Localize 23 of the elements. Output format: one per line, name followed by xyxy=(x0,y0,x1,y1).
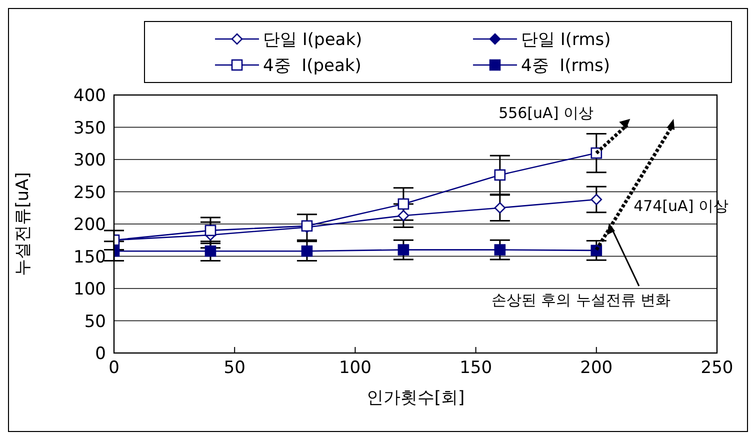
x-tick-label: 100 xyxy=(338,358,372,378)
annotation: 손상된 후의 누설전류 변화 xyxy=(491,291,671,310)
legend-label: 4중 I(rms) xyxy=(521,54,610,76)
x-tick-label: 200 xyxy=(580,358,613,378)
y-tick-label: 300 xyxy=(74,150,106,171)
y-tick-label: 200 xyxy=(74,215,106,236)
x-tick-label: 250 xyxy=(700,358,734,378)
annotation: 556[uA] 이상 xyxy=(498,104,594,122)
y-tick-label: 50 xyxy=(84,312,106,332)
y-tick-label: 250 xyxy=(74,182,106,203)
legend-label: 단일 I(peak) xyxy=(263,28,362,50)
y-tick-label: 100 xyxy=(74,280,106,300)
x-tick-label: 150 xyxy=(460,358,492,378)
y-tick-label: 400 xyxy=(74,86,106,106)
y-tick-label: 150 xyxy=(74,247,106,268)
legend-label: 4중 I(peak) xyxy=(263,54,362,76)
y-axis-title: 누설전류[uA] xyxy=(13,172,34,276)
x-tick-label: 0 xyxy=(108,358,120,378)
x-tick-label: 50 xyxy=(224,358,246,378)
y-tick-label: 0 xyxy=(95,344,106,364)
x-axis-title: 인가횟수[회] xyxy=(366,388,465,408)
y-tick-label: 350 xyxy=(74,118,106,138)
legend-label: 단일 I(rms) xyxy=(521,28,611,50)
